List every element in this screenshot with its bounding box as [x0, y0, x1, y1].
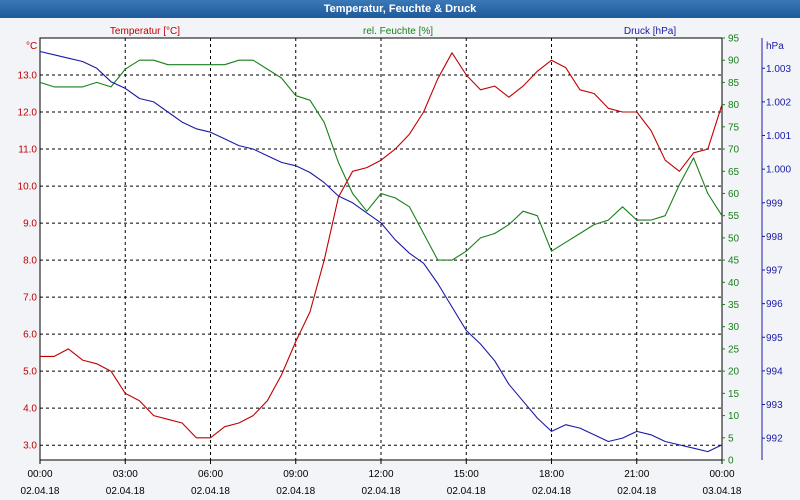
- x-tick-label-date: 02.04.18: [276, 486, 315, 497]
- left-axis-tick-label: 12.0: [18, 108, 38, 119]
- left-axis-tick-label: 4.0: [23, 404, 37, 415]
- mid-axis-tick-label: 45: [728, 256, 740, 267]
- x-tick-label-time: 09:00: [283, 469, 308, 480]
- x-tick-label-time: 06:00: [198, 469, 223, 480]
- x-tick-label-time: 12:00: [368, 469, 393, 480]
- mid-axis-tick-label: 85: [728, 78, 740, 89]
- mid-axis-tick-label: 0: [728, 456, 734, 467]
- mid-axis-tick-label: 20: [728, 367, 740, 378]
- legend-temperature: Temperatur [°C]: [110, 26, 180, 37]
- x-tick-label-time: 21:00: [624, 469, 649, 480]
- mid-axis-tick-label: 80: [728, 100, 740, 111]
- right-axis-tick-label: 1.001: [766, 131, 791, 142]
- left-axis-tick-label: 6.0: [23, 330, 37, 341]
- temperature-line: [40, 52, 723, 439]
- mid-axis-tick-label: 60: [728, 189, 740, 200]
- chart-canvas: 00:00 02.04.18 03:00 02.04.18 06:00 02.04.18 0…: [18, 26, 792, 497]
- left-axis-unit: °C: [26, 41, 37, 52]
- mid-axis-tick-label: 5: [728, 433, 734, 444]
- x-tick-label-time: 00:00: [27, 469, 52, 480]
- x-tick-label-date: 03.04.18: [703, 486, 742, 497]
- window-title: Temperatur, Feuchte & Druck: [0, 0, 800, 18]
- right-axis-tick-label: 992: [766, 434, 783, 445]
- left-axis-tick-label: 7.0: [23, 293, 37, 304]
- left-axis-tick-label: 5.0: [23, 367, 37, 378]
- mid-axis-tick-label: 40: [728, 278, 740, 289]
- x-tick-label-date: 02.04.18: [191, 486, 230, 497]
- right-axis-tick-label: 1.000: [766, 165, 791, 176]
- x-tick-label-time: 15:00: [454, 469, 479, 480]
- left-axis-tick-label: 9.0: [23, 219, 37, 230]
- mid-axis-tick-label: 35: [728, 300, 740, 311]
- x-tick-label-date: 02.04.18: [21, 486, 60, 497]
- mid-axis-tick-label: 25: [728, 344, 740, 355]
- right-axis-tick-label: 996: [766, 299, 783, 310]
- mid-axis-tick-label: 15: [728, 389, 740, 400]
- x-tick-label-date: 02.04.18: [617, 486, 656, 497]
- mid-axis-tick-label: 95: [728, 34, 740, 45]
- right-axis-tick-label: 995: [766, 333, 783, 344]
- mid-axis-tick-label: 65: [728, 167, 740, 178]
- right-axis-tick-label: 997: [766, 266, 783, 277]
- pressure-line: [39, 50, 723, 453]
- right-axis-tick-label: 1.003: [766, 64, 791, 75]
- x-tick-label-date: 02.04.18: [362, 486, 401, 497]
- right-axis-tick-label: 1.002: [766, 97, 791, 108]
- mid-axis-tick-label: 10: [728, 411, 740, 422]
- mid-axis-tick-label: 55: [728, 211, 740, 222]
- left-axis-tick-label: 13.0: [18, 71, 38, 82]
- x-tick-label-time: 03:00: [113, 469, 138, 480]
- mid-axis-tick-label: 90: [728, 56, 740, 67]
- x-tick-label-date: 02.04.18: [532, 486, 571, 497]
- right-axis-tick-label: 993: [766, 400, 783, 411]
- right-axis-tick-label: 998: [766, 232, 783, 243]
- x-tick-label-time: 00:00: [709, 469, 734, 480]
- right-axis-unit: hPa: [766, 41, 784, 52]
- mid-axis-tick-label: 50: [728, 233, 740, 244]
- legend-pressure: Druck [hPa]: [624, 26, 676, 37]
- x-tick-label-date: 02.04.18: [447, 486, 486, 497]
- x-tick-label-time: 18:00: [539, 469, 564, 480]
- mid-axis-tick-label: 30: [728, 322, 740, 333]
- left-axis-tick-label: 3.0: [23, 441, 37, 452]
- left-axis-tick-label: 10.0: [18, 182, 38, 193]
- x-tick-label-date: 02.04.18: [106, 486, 145, 497]
- left-axis-tick-label: 11.0: [18, 145, 37, 156]
- right-axis-tick-label: 999: [766, 198, 783, 209]
- right-axis-tick-label: 994: [766, 366, 783, 377]
- humidity-line: [39, 59, 723, 261]
- mid-axis-tick-label: 70: [728, 145, 740, 156]
- mid-axis-tick-label: 75: [728, 122, 740, 133]
- legend-humidity: rel. Feuchte [%]: [363, 26, 433, 37]
- left-axis-tick-label: 8.0: [23, 256, 37, 267]
